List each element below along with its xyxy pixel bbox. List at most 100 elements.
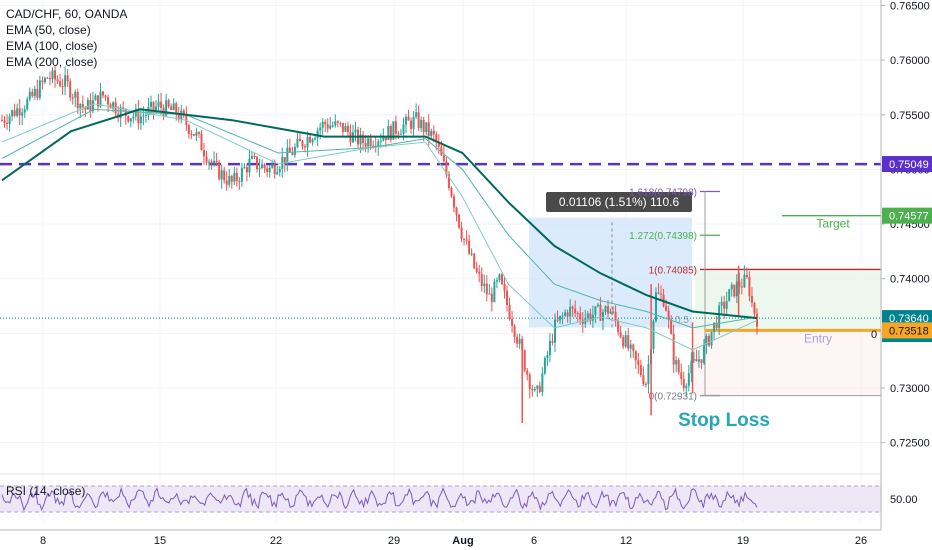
candle-body xyxy=(745,274,748,277)
candle-body xyxy=(132,116,135,119)
candle-body xyxy=(253,155,256,157)
candle-body xyxy=(435,134,438,143)
candle-body xyxy=(723,301,726,309)
candle-body xyxy=(639,364,642,376)
candle-body xyxy=(389,125,392,140)
candle-body xyxy=(579,313,582,320)
candle-body xyxy=(473,253,476,269)
candle-body xyxy=(38,80,41,98)
candle-body xyxy=(86,100,89,110)
candle-body xyxy=(51,70,54,79)
candle-body xyxy=(139,116,142,124)
candle-body xyxy=(230,175,233,182)
price-tick-label: 0.74000 xyxy=(890,274,930,286)
candle-body xyxy=(293,146,296,155)
candle-body xyxy=(667,310,670,320)
candle-body xyxy=(455,207,458,215)
candle-body xyxy=(475,268,478,272)
candle-body xyxy=(155,106,158,111)
candle-body xyxy=(637,360,640,365)
price-tick-label: 0.72500 xyxy=(890,438,930,450)
candle-body xyxy=(720,301,723,306)
candle-body xyxy=(609,311,612,314)
candle-body xyxy=(326,124,329,129)
stop-loss-label: Stop Loss xyxy=(678,410,770,431)
candle-body xyxy=(697,359,700,362)
candle-body xyxy=(445,161,448,175)
candle-body xyxy=(233,173,236,182)
candle-body xyxy=(288,147,291,153)
candle-body xyxy=(195,132,198,136)
candle-body xyxy=(341,122,344,132)
candle-body xyxy=(91,100,94,112)
date-tick-label: 29 xyxy=(388,535,400,547)
candle-body xyxy=(321,121,324,128)
symbol-title: CAD/CHF, 60, OANDA xyxy=(6,7,128,21)
fib-05-label: 0.5 xyxy=(675,315,689,326)
candle-body xyxy=(672,333,675,365)
candle-body xyxy=(405,116,408,125)
badge-green-bg xyxy=(882,207,932,224)
candle-body xyxy=(447,174,450,189)
candle-body xyxy=(273,164,276,175)
candle-body xyxy=(54,70,57,80)
candle-body xyxy=(316,130,319,138)
candle-body xyxy=(379,140,382,142)
candle-body xyxy=(66,75,69,82)
candle-body xyxy=(735,281,738,297)
candle-body xyxy=(513,326,516,337)
candle-body xyxy=(372,145,375,147)
candle-body xyxy=(730,284,733,290)
loss-zone xyxy=(695,331,881,396)
badge-purple-bg xyxy=(882,156,932,173)
candle-body xyxy=(586,313,589,318)
candle-body xyxy=(402,124,405,134)
candle-body xyxy=(483,283,486,286)
badge-teal-bg xyxy=(882,310,932,327)
candle-body xyxy=(548,340,551,356)
candle-body xyxy=(223,170,226,181)
candle-body xyxy=(165,100,168,116)
candle-body xyxy=(470,253,473,255)
candle-body xyxy=(750,295,753,303)
candle-body xyxy=(541,373,544,392)
candle-body xyxy=(157,101,160,107)
candle-body xyxy=(46,77,49,79)
candle-body xyxy=(702,345,705,364)
candle-body xyxy=(167,100,170,107)
price-tick-label: 0.76000 xyxy=(890,55,930,67)
candle-body xyxy=(495,280,498,282)
candle-body xyxy=(192,134,195,136)
candle-body xyxy=(238,180,241,182)
candle-body xyxy=(566,312,569,317)
candle-body xyxy=(43,77,46,83)
candle-body xyxy=(647,364,650,385)
candle-body xyxy=(705,335,708,346)
candle-body xyxy=(16,108,19,116)
candle-body xyxy=(208,161,211,163)
legend-ema50: EMA (50, close) xyxy=(6,23,91,37)
candle-body xyxy=(197,132,200,134)
candle-body xyxy=(314,137,317,140)
candle-body xyxy=(354,129,357,133)
candle-body xyxy=(528,374,531,389)
candle-body xyxy=(344,126,347,132)
candle-body xyxy=(286,147,289,164)
candle-body xyxy=(79,104,82,109)
candle-body xyxy=(675,359,678,365)
candle-body xyxy=(523,350,526,371)
candle-body xyxy=(556,319,559,321)
candle-body xyxy=(511,319,514,327)
candle-body xyxy=(503,283,506,291)
candle-body xyxy=(134,108,137,117)
candle-body xyxy=(624,335,627,347)
candle-body xyxy=(553,319,556,343)
candle-body xyxy=(377,141,380,147)
candle-body xyxy=(733,284,736,297)
candle-body xyxy=(561,315,564,317)
candle-body xyxy=(599,304,602,321)
candle-body xyxy=(533,388,536,391)
candle-body xyxy=(498,274,501,281)
candle-body xyxy=(392,121,395,140)
